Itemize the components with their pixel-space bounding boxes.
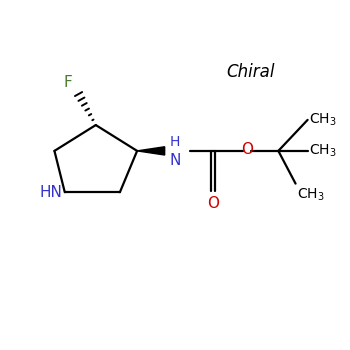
Text: F: F (64, 75, 72, 90)
Text: CH$_3$: CH$_3$ (309, 143, 337, 159)
Text: Chiral: Chiral (226, 63, 275, 80)
Text: CH$_3$: CH$_3$ (297, 187, 325, 203)
Text: CH$_3$: CH$_3$ (309, 112, 337, 128)
Polygon shape (137, 147, 164, 155)
Text: O: O (207, 196, 219, 211)
Text: HN: HN (39, 185, 62, 200)
Text: H: H (170, 135, 180, 149)
Text: O: O (241, 142, 253, 157)
Text: N: N (169, 153, 181, 168)
